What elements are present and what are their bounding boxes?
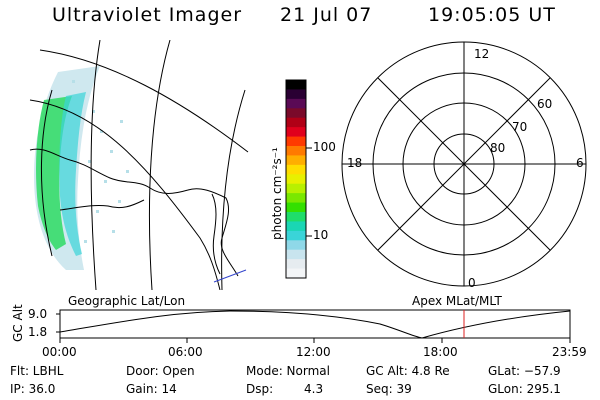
observation-time: 19:05:05 UT [428, 4, 556, 26]
colorbar-cell [286, 117, 306, 128]
colorbar-tick-100: 100 [313, 140, 336, 154]
aurora-bright-band [36, 96, 72, 250]
coastline [29, 148, 239, 277]
instrument-title: Ultraviolet Imager [52, 4, 243, 26]
observation-date: 21 Jul 07 [280, 4, 373, 26]
aurora-speckles [72, 80, 129, 243]
param-seq: Seq: 39 [366, 382, 412, 396]
orbit-y-tick-9: 9.0 [28, 307, 48, 321]
mlt-label-18: 18 [347, 156, 363, 170]
coastline-south [59, 199, 145, 211]
colorbar-cell [286, 174, 306, 185]
colorbar-cell [286, 155, 306, 166]
colorbar-unit-label: photon cm⁻²s⁻¹ [270, 147, 284, 240]
mlt-label-6: 6 [576, 156, 584, 170]
orbit-x-tick: 18:00 [423, 345, 458, 359]
polar-plot [341, 41, 587, 287]
orbit-y-label: GC Alt [11, 304, 25, 342]
colorbar-tick-10: 10 [313, 228, 329, 242]
color-scale [285, 79, 312, 279]
orbit-y-tick-1-8: 1.8 [28, 325, 48, 339]
parallel-line [29, 99, 221, 290]
colorbar-cell [286, 164, 306, 175]
orbit-x-tick: 00:00 [42, 345, 77, 359]
orbit-x-tick: 12:00 [296, 345, 331, 359]
colorbar-cell [286, 108, 306, 119]
param-dsp-value: 4.3 [304, 382, 324, 396]
param-door: Door: Open [126, 364, 195, 378]
param-glon: GLon: 295.1 [488, 382, 561, 396]
colorbar-cell [286, 230, 306, 241]
map-caption: Geographic Lat/Lon [68, 294, 186, 308]
colorbar-cell [286, 183, 306, 194]
colorbar-cell [286, 127, 306, 138]
colorbar-cell [286, 89, 306, 100]
geographic-map [29, 40, 249, 290]
orbit-plot [56, 309, 571, 343]
aurora-mid-band [59, 92, 86, 256]
globe-limb [41, 89, 53, 257]
mlat-label-70: 70 [512, 120, 528, 134]
param-gain: Gain: 14 [126, 382, 177, 396]
param-filter: Flt: LBHL [10, 364, 64, 378]
colorbar-cell [286, 136, 306, 147]
polar-caption: Apex MLat/MLT [412, 294, 502, 308]
mlt-label-0: 0 [468, 276, 476, 290]
colorbar-cell [286, 249, 306, 260]
colorbar-cell [286, 221, 306, 232]
altitude-curve [59, 310, 571, 339]
param-mode: Mode: Normal [246, 364, 330, 378]
colorbar-cell [286, 240, 306, 251]
meridian-line [148, 40, 171, 290]
mlt-label-12: 12 [474, 47, 490, 61]
colorbar-cell [286, 146, 306, 156]
meridian-line [90, 40, 101, 290]
terminator-segment [213, 269, 247, 283]
orbit-x-tick: 23:59 [552, 345, 587, 359]
param-ip: IP: 36.0 [10, 382, 56, 396]
param-gc-alt: GC Alt: 4.8 Re [366, 364, 450, 378]
colorbar-cell [286, 268, 306, 279]
colorbar-cell [286, 98, 306, 109]
colorbar-cell [286, 259, 306, 270]
parallel-line [39, 49, 249, 153]
colorbar-cell [286, 193, 306, 204]
orbit-x-tick: 06:00 [168, 345, 203, 359]
mlat-label-60: 60 [537, 97, 553, 111]
mlat-label-80: 80 [490, 141, 506, 155]
param-glat: GLat: −57.9 [488, 364, 561, 378]
meridian-line [221, 89, 246, 290]
param-dsp-label: Dsp: [246, 382, 274, 396]
mlt-diagonal [377, 77, 551, 251]
coastline-peninsula [211, 193, 221, 275]
colorbar-cell [286, 80, 306, 90]
colorbar-cell [286, 212, 306, 222]
colorbar-cell [286, 202, 306, 213]
